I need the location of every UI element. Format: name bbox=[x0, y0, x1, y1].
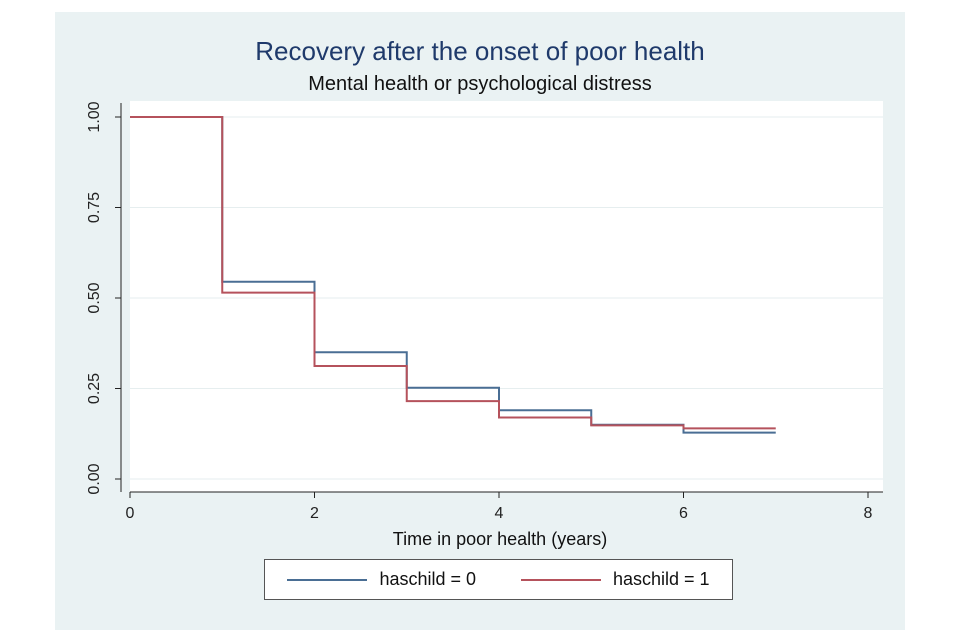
y-tick-label-0: 0.00 bbox=[86, 463, 103, 494]
series-line-haschild-1 bbox=[130, 116, 776, 430]
legend-swatch-haschild-0 bbox=[287, 578, 368, 581]
chart-panel: Recovery after the onset of poor health … bbox=[55, 12, 905, 630]
x-axis-title: Time in poor health (years) bbox=[393, 529, 607, 549]
x-tick-label-2: 4 bbox=[495, 505, 504, 522]
legend: haschild = 0 haschild = 1 bbox=[264, 559, 733, 600]
chart-subtitle: Mental health or psychological distress bbox=[308, 73, 652, 95]
axes-layer: 0.00 0.25 0.50 0.75 1.00 0 2 4 6 8 bbox=[86, 101, 883, 522]
y-tick-label-3: 0.75 bbox=[86, 192, 103, 223]
series-layer bbox=[130, 116, 776, 434]
grid-layer bbox=[130, 116, 883, 480]
legend-label-haschild-0: haschild = 0 bbox=[379, 569, 477, 589]
chart-svg: 0.00 0.25 0.50 0.75 1.00 0 2 4 6 8 Time in poor h… bbox=[86, 101, 883, 549]
y-tick-label-1: 0.25 bbox=[86, 373, 103, 404]
legend-item-haschild-1: haschild = 1 bbox=[520, 569, 710, 590]
chart-title: Recovery after the onset of poor health bbox=[255, 36, 705, 66]
y-tick-label-4: 1.00 bbox=[86, 101, 103, 132]
legend-swatch-haschild-1 bbox=[520, 578, 601, 581]
x-tick-label-0: 0 bbox=[126, 505, 135, 522]
x-tick-label-1: 2 bbox=[310, 505, 319, 522]
x-tick-label-4: 8 bbox=[864, 505, 873, 522]
x-tick-label-3: 6 bbox=[679, 505, 688, 522]
y-tick-label-2: 0.50 bbox=[86, 282, 103, 313]
legend-item-haschild-0: haschild = 0 bbox=[287, 569, 476, 590]
plot-area bbox=[130, 101, 883, 492]
legend-label-haschild-1: haschild = 1 bbox=[612, 569, 710, 589]
